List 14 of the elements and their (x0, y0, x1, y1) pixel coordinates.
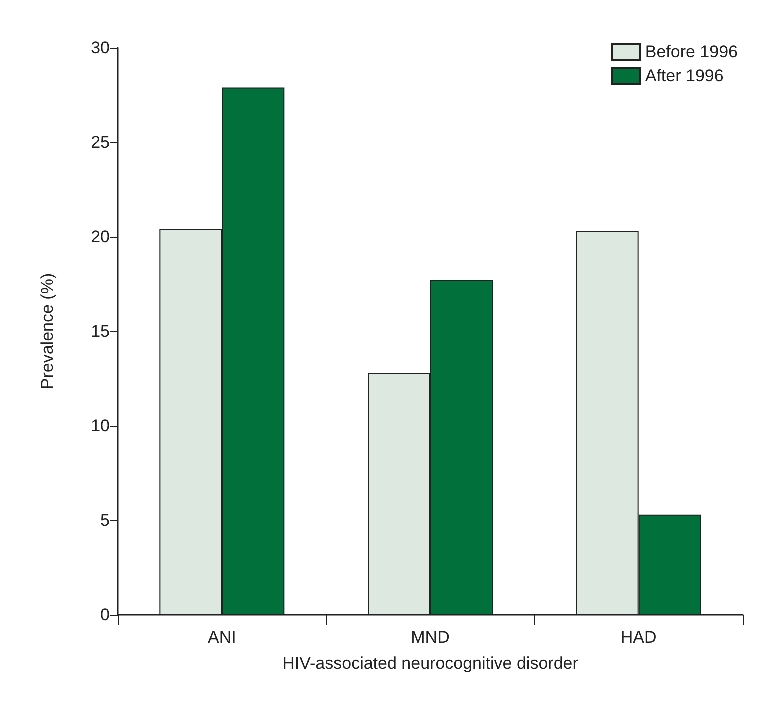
legend-label: After 1996 (645, 66, 724, 86)
y-axis-title: Prevalence (%) (38, 273, 57, 390)
x-axis-title: HIV-associated neurocognitive disorder (282, 654, 579, 673)
y-tick-label: 0 (100, 606, 110, 624)
x-tick-label: MND (411, 628, 450, 647)
x-tick-label: ANI (208, 628, 236, 647)
y-tick-label: 30 (91, 38, 110, 58)
y-tick-label: 20 (91, 228, 110, 246)
y-tick-label: 10 (91, 416, 110, 436)
legend-label: Before 1996 (645, 42, 738, 62)
y-tick-label: 5 (100, 511, 110, 530)
y-tick-label: 25 (91, 133, 110, 152)
x-tick-label: HAD (620, 628, 657, 647)
y-tick-label: 15 (91, 322, 110, 341)
